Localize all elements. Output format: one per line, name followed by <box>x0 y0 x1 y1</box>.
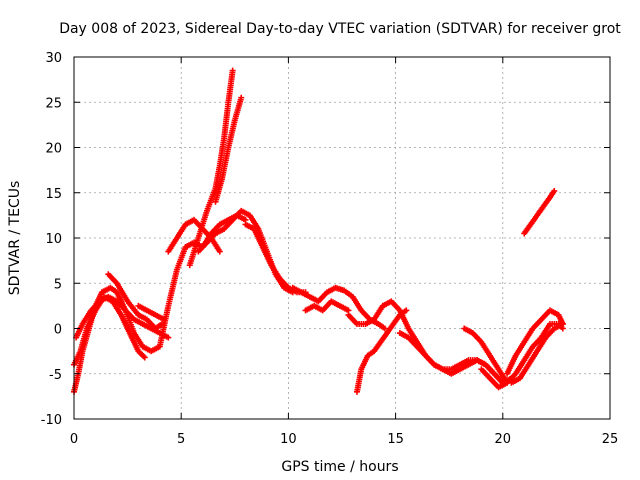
series-trace-11 <box>289 284 388 332</box>
y-tick-label: 30 <box>45 51 62 66</box>
x-tick-label: 25 <box>602 432 619 447</box>
data-point <box>161 316 168 323</box>
series-trace-5 <box>135 302 168 323</box>
y-tick-label: -10 <box>41 413 62 428</box>
y-tick-label: 25 <box>45 96 62 111</box>
data-point <box>559 320 566 327</box>
data-series <box>71 67 566 395</box>
x-tick-label: 5 <box>177 432 185 447</box>
series-trace-12 <box>302 298 352 314</box>
chart-title: Day 008 of 2023, Sidereal Day-to-day VTE… <box>59 21 621 37</box>
data-point <box>551 187 558 194</box>
y-tick-label: -5 <box>49 368 62 383</box>
data-point <box>229 67 236 74</box>
x-tick-label: 0 <box>70 432 78 447</box>
x-tick-label: 15 <box>387 432 404 447</box>
axis-ticks: 0 5 10 15 20 25 -10 -5 0 5 10 15 20 25 30 <box>41 51 619 447</box>
y-tick-label: 20 <box>45 142 62 157</box>
series-trace-10 <box>242 221 309 296</box>
y-tick-label: 10 <box>45 232 62 247</box>
series-trace-13 <box>354 307 410 395</box>
series-trace-19 <box>508 320 566 386</box>
data-point <box>403 307 410 314</box>
data-point <box>158 320 165 327</box>
y-tick-label: 15 <box>45 187 62 202</box>
x-tick-label: 10 <box>280 432 297 447</box>
series-trace-7 <box>186 67 236 269</box>
data-point <box>141 354 148 361</box>
data-point <box>216 248 223 255</box>
data-point <box>165 334 172 341</box>
x-axis-label: GPS time / hours <box>281 459 398 475</box>
x-tick-label: 20 <box>495 432 512 447</box>
data-point <box>238 94 245 101</box>
y-tick-label: 0 <box>54 323 62 338</box>
y-tick-label: 5 <box>54 277 62 292</box>
series-trace-8 <box>212 94 245 205</box>
data-point <box>381 325 388 332</box>
series-trace-4 <box>105 271 165 332</box>
series-trace-18 <box>504 307 566 377</box>
series-trace-3 <box>73 293 172 341</box>
series-trace-20 <box>521 187 558 237</box>
y-axis-label: SDTVAR / TECUs <box>7 181 23 296</box>
